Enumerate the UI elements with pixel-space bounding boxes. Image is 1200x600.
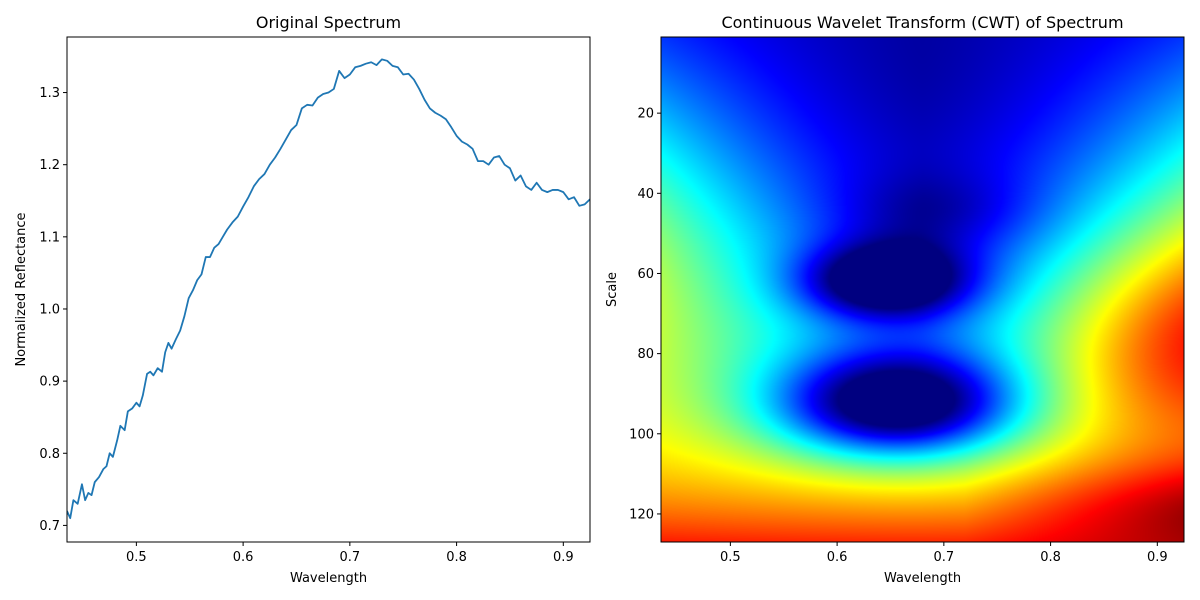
spectrum-y-tick-label: 1.1 — [39, 230, 60, 245]
cwt-plot-frame — [660, 36, 1185, 543]
spectrum-x-tick-label: 0.5 — [126, 550, 147, 565]
cwt-y-tick-label: 80 — [637, 347, 654, 362]
spectrum-chart: Original Spectrum 0.70.80.91.01.11.21.3 … — [14, 13, 591, 586]
cwt-chart: Continuous Wavelet Transform (CWT) of Sp… — [605, 13, 1185, 586]
spectrum-chart-title: Original Spectrum — [256, 13, 401, 32]
cwt-heatmap-image — [661, 37, 1184, 542]
spectrum-y-tick-label: 1.3 — [39, 86, 60, 101]
cwt-y-tick-label: 120 — [629, 507, 654, 522]
spectrum-plot-frame — [66, 36, 591, 543]
spectrum-y-tick-label: 0.9 — [39, 375, 60, 390]
cwt-y-tick-label: 20 — [637, 107, 654, 122]
cwt-y-tick-label: 100 — [629, 427, 654, 442]
spectrum-y-tick-label: 0.7 — [39, 519, 60, 534]
cwt-chart-title: Continuous Wavelet Transform (CWT) of Sp… — [721, 13, 1123, 32]
spectrum-x-tick-label: 0.8 — [446, 550, 467, 565]
cwt-x-tick-label: 0.5 — [720, 550, 741, 565]
spectrum-y-tick-label: 1.0 — [39, 302, 60, 317]
cwt-y-axis-label: Scale — [605, 272, 620, 307]
cwt-x-tick-label: 0.9 — [1147, 550, 1168, 565]
cwt-x-ticks: 0.5 0.6 0.7 0.8 0.9 — [720, 542, 1168, 565]
spectrum-y-axis-label: Normalized Reflectance — [14, 212, 29, 366]
cwt-x-tick-label: 0.6 — [827, 550, 848, 565]
spectrum-y-tick-label: 0.8 — [39, 447, 60, 462]
spectrum-y-ticks: 0.7 0.8 0.9 1.0 1.1 1.2 1.3 — [39, 86, 67, 534]
spectrum-y-tick-label: 1.2 — [39, 158, 60, 173]
cwt-y-tick-label: 60 — [637, 267, 654, 282]
cwt-x-tick-label: 0.8 — [1040, 550, 1061, 565]
spectrum-x-ticks: 0.5 0.6 0.7 0.8 0.9 — [126, 542, 574, 565]
cwt-y-ticks: 20 40 60 80 100 120 — [629, 107, 661, 522]
spectrum-x-tick-label: 0.9 — [553, 550, 574, 565]
spectrum-x-axis-label: Wavelength — [290, 571, 367, 586]
spectrum-series-line — [67, 58, 590, 520]
cwt-x-axis-label: Wavelength — [884, 571, 961, 586]
spectrum-x-tick-label: 0.6 — [233, 550, 254, 565]
spectrum-x-tick-label: 0.7 — [340, 550, 361, 565]
cwt-y-tick-label: 40 — [637, 187, 654, 202]
cwt-x-tick-label: 0.7 — [934, 550, 955, 565]
